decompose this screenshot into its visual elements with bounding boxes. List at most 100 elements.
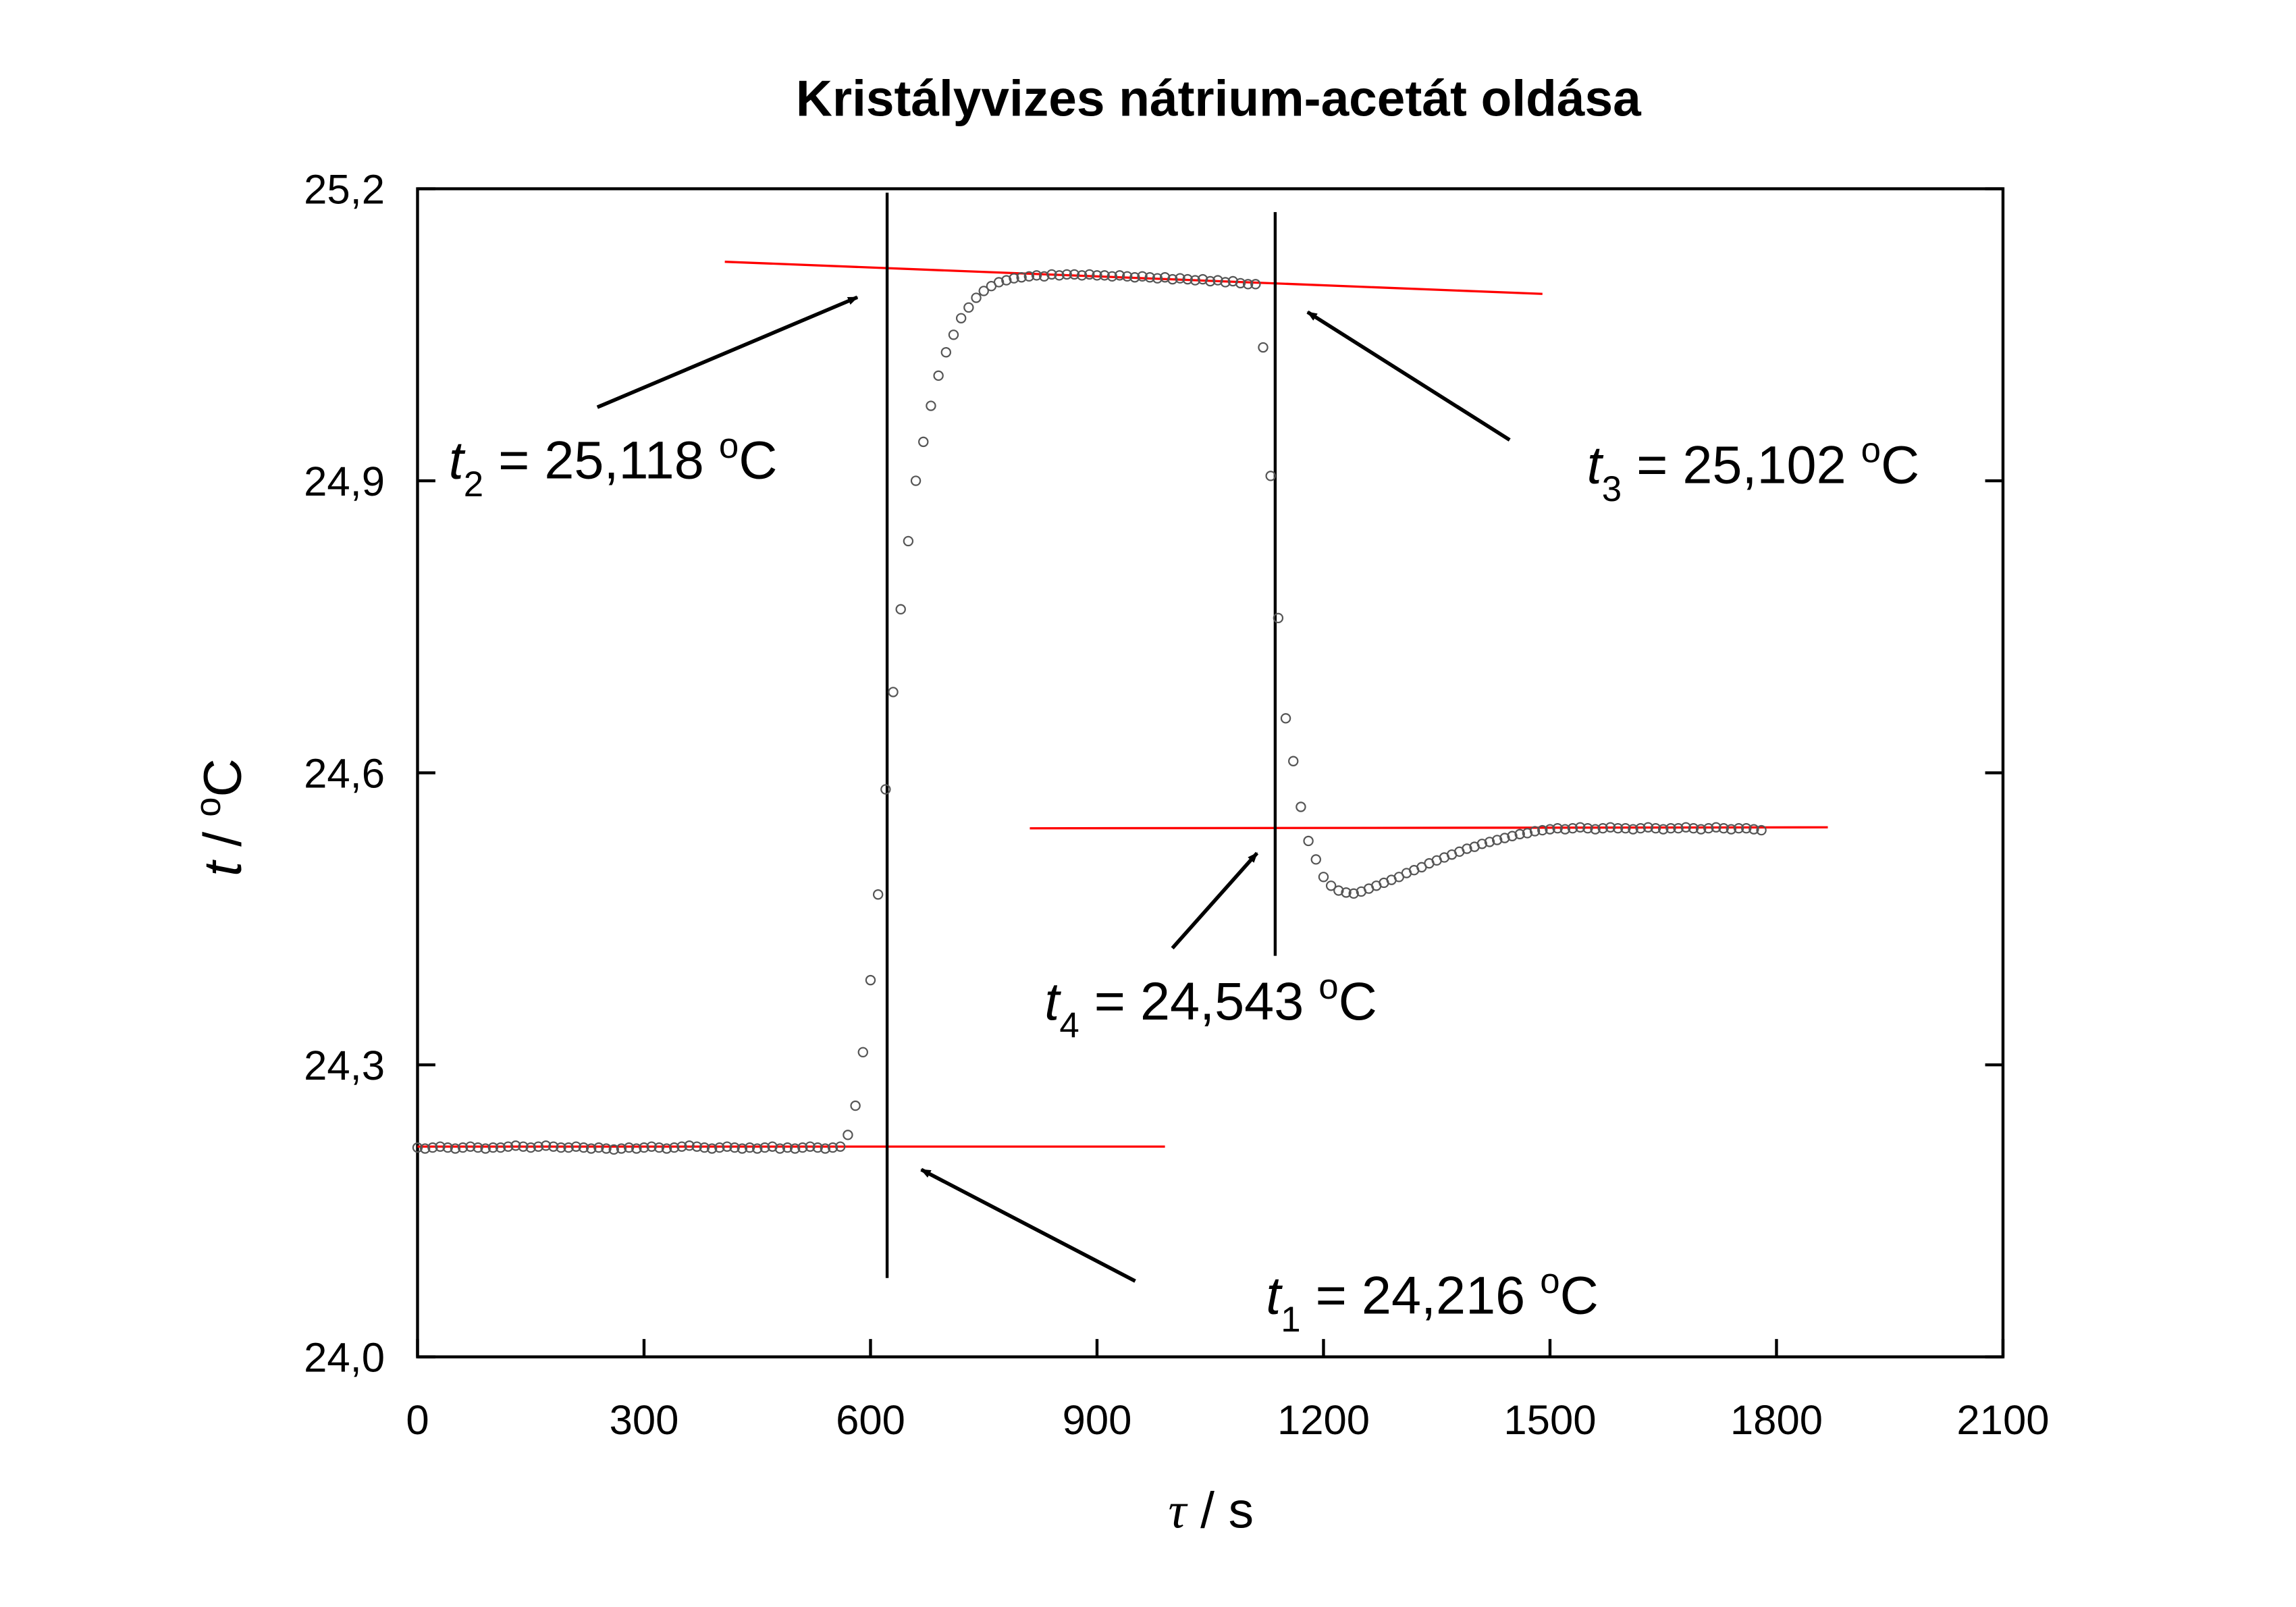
data-point xyxy=(1205,275,1216,287)
fit-line xyxy=(1030,826,1828,830)
annotation: t4 = 24,543 oC xyxy=(1044,967,1377,1045)
y-label-symbol: t xyxy=(192,860,252,876)
x-tick-label: 900 xyxy=(1063,1397,1132,1444)
data-point xyxy=(691,1141,702,1152)
data-point xyxy=(1733,823,1744,834)
x-tick-label: 0 xyxy=(406,1397,429,1444)
data-point xyxy=(1643,822,1654,833)
annotation-unit: C xyxy=(1881,434,1919,494)
fit-line xyxy=(724,261,1543,295)
data-point xyxy=(1273,612,1284,624)
annotation-degree: o xyxy=(1861,431,1881,471)
data-point xyxy=(1529,826,1541,837)
data-point xyxy=(888,687,899,697)
annotation-degree: o xyxy=(1540,1261,1559,1301)
data-point xyxy=(1628,824,1638,835)
data-point xyxy=(1144,272,1155,283)
data-point xyxy=(435,1141,446,1152)
data-point xyxy=(1212,275,1223,286)
data-point xyxy=(1726,824,1737,835)
data-point xyxy=(608,1144,619,1155)
data-point xyxy=(1612,823,1624,834)
data-point xyxy=(1084,269,1095,280)
data-point xyxy=(1296,801,1306,812)
data-point xyxy=(676,1141,687,1152)
data-point xyxy=(722,1141,732,1152)
data-point xyxy=(910,475,922,486)
data-point xyxy=(789,1143,801,1154)
annotation-degree: o xyxy=(1318,967,1338,1007)
chart-title: Kristályvizes nátrium-acetát oldása xyxy=(796,70,1642,127)
data-point xyxy=(669,1142,680,1153)
data-point xyxy=(1665,823,1676,834)
data-point xyxy=(1182,273,1193,285)
data-point xyxy=(1650,823,1661,834)
data-point xyxy=(857,1047,868,1058)
data-point xyxy=(895,604,906,615)
data-point xyxy=(563,1142,574,1153)
annotation-arrow xyxy=(920,1167,1136,1283)
data-point xyxy=(1092,270,1102,281)
annotation-subscript: 2 xyxy=(464,465,483,504)
data-point xyxy=(1680,822,1691,833)
annotation-symbol: t xyxy=(1587,434,1604,494)
data-point xyxy=(699,1142,710,1153)
x-tick-label: 1200 xyxy=(1277,1397,1370,1444)
data-point xyxy=(1582,823,1593,834)
data-point xyxy=(1741,823,1752,834)
x-tick-label: 2100 xyxy=(1956,1397,2049,1444)
data-point xyxy=(926,400,936,411)
data-point xyxy=(646,1141,657,1152)
data-point xyxy=(1054,270,1065,281)
data-point xyxy=(797,1142,808,1153)
data-point xyxy=(1106,271,1118,282)
data-point xyxy=(601,1143,612,1154)
data-point xyxy=(473,1142,483,1153)
y-tick-label: 24,6 xyxy=(304,751,385,797)
data-point xyxy=(1695,824,1707,835)
annotation: t3 = 25,102 oC xyxy=(1587,431,1920,509)
data-point xyxy=(1348,888,1359,899)
data-point xyxy=(1009,273,1019,284)
data-point xyxy=(1303,835,1314,847)
data-point xyxy=(1265,471,1276,481)
data-point xyxy=(1537,824,1548,836)
data-point xyxy=(639,1142,649,1153)
y-tick-label: 25,2 xyxy=(304,167,385,213)
data-point xyxy=(1718,823,1729,834)
data-point xyxy=(1597,823,1608,834)
data-point xyxy=(570,1141,582,1152)
data-point xyxy=(805,1141,816,1152)
data-point xyxy=(1574,822,1586,833)
data-point xyxy=(1703,823,1714,834)
data-point xyxy=(684,1140,695,1151)
annotation-unit: C xyxy=(739,430,777,490)
data-point xyxy=(1114,270,1125,281)
annotation-unit: C xyxy=(1339,971,1377,1031)
data-point xyxy=(1258,342,1269,353)
data-point xyxy=(759,1142,770,1153)
data-point xyxy=(533,1141,544,1152)
data-point xyxy=(457,1142,469,1153)
annotation-arrow xyxy=(596,295,859,409)
data-point xyxy=(465,1141,476,1152)
data-point xyxy=(1031,270,1042,281)
x-tick-label: 1500 xyxy=(1503,1397,1596,1444)
data-point xyxy=(412,1142,423,1153)
data-point xyxy=(487,1142,499,1153)
annotation-text: = 24,543 xyxy=(1079,971,1319,1031)
data-point xyxy=(1137,271,1148,282)
data-point xyxy=(1046,269,1057,280)
data-point xyxy=(510,1140,521,1151)
data-point xyxy=(955,313,967,323)
data-point xyxy=(1491,835,1503,845)
data-point xyxy=(1318,872,1329,882)
data-point xyxy=(495,1142,506,1153)
annotation-subscript: 1 xyxy=(1281,1300,1300,1340)
data-point xyxy=(1325,880,1337,891)
data-point xyxy=(1507,831,1518,841)
data-point xyxy=(1235,278,1246,289)
y-tick-label: 24,9 xyxy=(304,458,385,505)
